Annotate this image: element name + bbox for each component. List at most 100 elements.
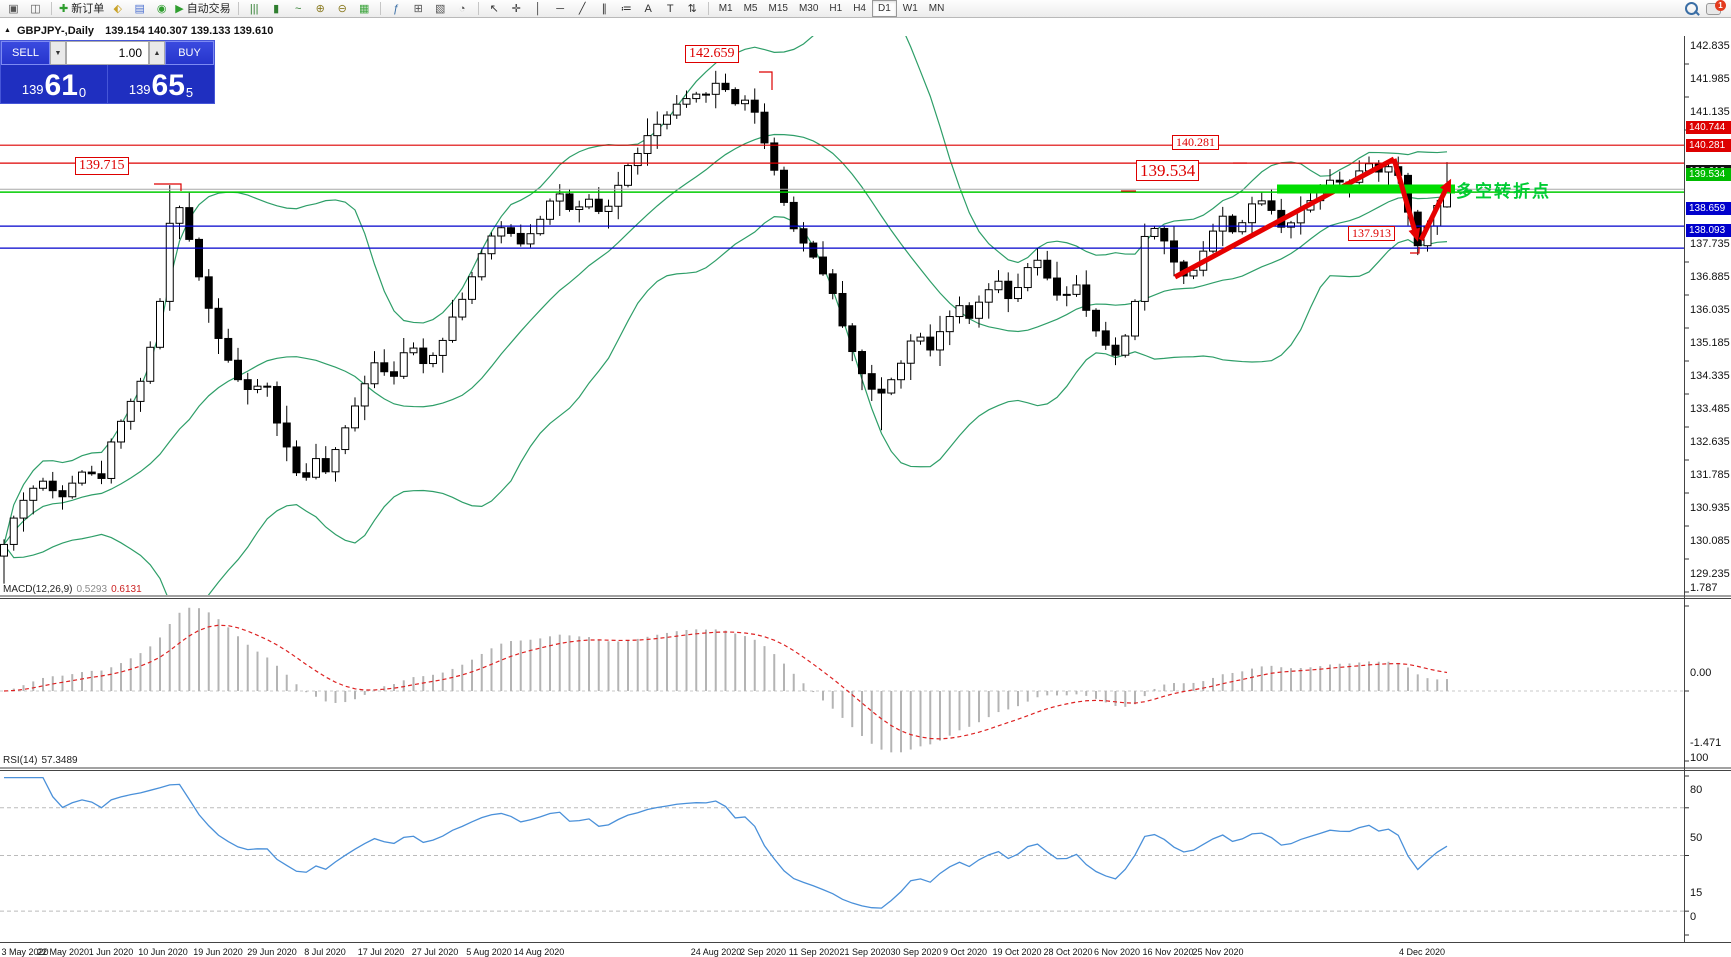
candle-body (204, 276, 213, 309)
date-label: 8 Jul 2020 (304, 947, 346, 957)
bull-bear-turning-point-note: 多空转折点 (1456, 182, 1551, 202)
volume-input[interactable]: 1.00 (66, 41, 149, 65)
zoom-in-button[interactable]: ⊕ (310, 1, 331, 16)
candle-body (877, 388, 886, 394)
autotrading-button[interactable]: ▶ 自动交易 (173, 1, 232, 16)
sell-price[interactable]: 139 61 0 (1, 65, 107, 103)
news-button[interactable]: ◉ (151, 1, 172, 16)
timeframe-d1-button[interactable]: D1 (872, 0, 897, 17)
annotation-140.281[interactable]: 140.281 (1172, 135, 1219, 151)
annotation-137.913[interactable]: 137.913 (1348, 226, 1395, 242)
chart-window[interactable]: ▲ GBPJPY-,Daily 139.154 140.307 139.133 … (0, 18, 1731, 957)
timeframe-mn-button[interactable]: MN (928, 3, 945, 14)
date-label: 21 Sep 2020 (839, 947, 891, 957)
candle-body (858, 351, 866, 375)
vline-button[interactable]: │ (528, 1, 549, 16)
equidistant-channel-icon: ∥ (601, 2, 607, 15)
text-label-button[interactable]: T (660, 1, 681, 16)
buy-button[interactable]: BUY (165, 41, 214, 65)
cycles-button[interactable]: ◔ (452, 1, 473, 16)
notification-count-badge: 1 (1715, 0, 1726, 11)
indicators-button[interactable]: ƒ (386, 1, 407, 16)
candle-body (1092, 309, 1100, 332)
volume-down-button[interactable]: ▼ (50, 41, 66, 65)
annotation-connector (1410, 247, 1420, 254)
main-pane[interactable] (0, 18, 1684, 621)
candle-body (1131, 300, 1139, 337)
one-click-toggle-icon[interactable]: ▲ (4, 27, 11, 34)
date-label: 5 Aug 2020 (466, 947, 512, 957)
price-badge-140.281: 140.281 (1686, 138, 1731, 152)
arrows-button[interactable]: ⇅ (682, 1, 703, 16)
chart-shift-button[interactable]: ⬖ (107, 1, 128, 16)
ohlc-values: 139.154 140.307 139.133 139.610 (105, 25, 274, 37)
line-chart-button[interactable]: ~ (288, 1, 309, 16)
macd-pane[interactable] (0, 607, 1684, 753)
fibonacci-button[interactable]: ≔ (616, 1, 637, 16)
candle-body (789, 201, 798, 230)
crosshair-button[interactable]: ✛ (506, 1, 527, 16)
one-click-trade-panel: SELL ▼ 1.00 ▲ BUY 139 61 0 139 65 5 (0, 40, 215, 104)
timeframe-m15-button[interactable]: M15 (768, 3, 788, 14)
candle-body (1082, 284, 1091, 311)
candle-body (107, 441, 116, 479)
price-badge-140.744: 140.744 (1686, 120, 1731, 134)
candle-body (429, 354, 437, 365)
buy-price-prefix: 139 (128, 82, 151, 97)
timeframe-h1-button[interactable]: H1 (829, 3, 843, 14)
candle-body (87, 471, 96, 475)
arrows-icon: ⇅ (687, 2, 697, 15)
sell-button[interactable]: SELL (1, 41, 50, 65)
trend-arrow-line[interactable] (1173, 156, 1396, 280)
periods-button[interactable]: ⊞ (408, 1, 429, 16)
sell-price-prefix: 139 (21, 82, 44, 97)
candle-body (897, 362, 905, 381)
volume-up-button[interactable]: ▲ (149, 41, 165, 65)
candle-body (321, 458, 330, 473)
new-order-button[interactable]: ✚ 新订单 (57, 1, 106, 16)
equidistant-channel-button[interactable]: ∥ (594, 1, 615, 16)
support-highlight-bar[interactable] (1277, 184, 1455, 194)
trend-arrow-line[interactable] (1391, 158, 1419, 236)
cursor-button[interactable]: ↖ (484, 1, 505, 16)
candle-body (643, 135, 652, 154)
timeframe-w1-button[interactable]: W1 (902, 3, 918, 14)
rsi-pane[interactable] (0, 776, 1684, 912)
date-label: 10 Jun 2020 (138, 947, 188, 957)
trendline-button[interactable]: ╱ (572, 1, 593, 16)
timeframe-h4-button[interactable]: H4 (853, 3, 866, 14)
rsi-axis-tick: 80 (1690, 783, 1703, 796)
chart-canvas[interactable] (0, 18, 1731, 943)
text-button[interactable]: A (638, 1, 659, 16)
new-chart-button[interactable]: ▣ (3, 1, 24, 16)
terminal-button[interactable]: ▤ (129, 1, 150, 16)
hline-button[interactable]: ─ (550, 1, 571, 16)
annotation-139.715[interactable]: 139.715 (75, 157, 129, 175)
zoom-out-button[interactable]: ⊖ (332, 1, 353, 16)
candle-body (253, 385, 262, 390)
candlestick-button[interactable]: ▮ (266, 1, 287, 16)
candle-body (263, 385, 272, 388)
candle-body (39, 480, 47, 489)
annotation-142.659[interactable]: 142.659 (685, 45, 739, 63)
trend-arrow-line[interactable] (1418, 183, 1451, 242)
notifications-icon[interactable]: 1 (1706, 0, 1726, 15)
candle-body (799, 228, 808, 244)
candle-body (741, 99, 749, 105)
candle-body (341, 427, 350, 451)
buy-price[interactable]: 139 65 5 (108, 65, 214, 103)
bar-chart-button[interactable]: ||| (244, 1, 265, 16)
candle-body (409, 347, 418, 354)
candle-body (936, 331, 944, 351)
chart-profile-button[interactable]: ◫ (25, 1, 46, 16)
timeframe-m1-button[interactable]: M1 (718, 3, 733, 14)
tile-windows-button[interactable]: ▦ (354, 1, 375, 16)
candle-body (1014, 287, 1022, 300)
search-icon[interactable] (1685, 2, 1700, 16)
templates-button[interactable]: ▧ (430, 1, 451, 16)
timeframe-m5-button[interactable]: M5 (743, 3, 758, 14)
candle-body (975, 301, 983, 319)
candle-body (633, 152, 642, 167)
timeframe-m30-button[interactable]: M30 (798, 3, 819, 14)
annotation-139.534[interactable]: 139.534 (1136, 160, 1200, 182)
